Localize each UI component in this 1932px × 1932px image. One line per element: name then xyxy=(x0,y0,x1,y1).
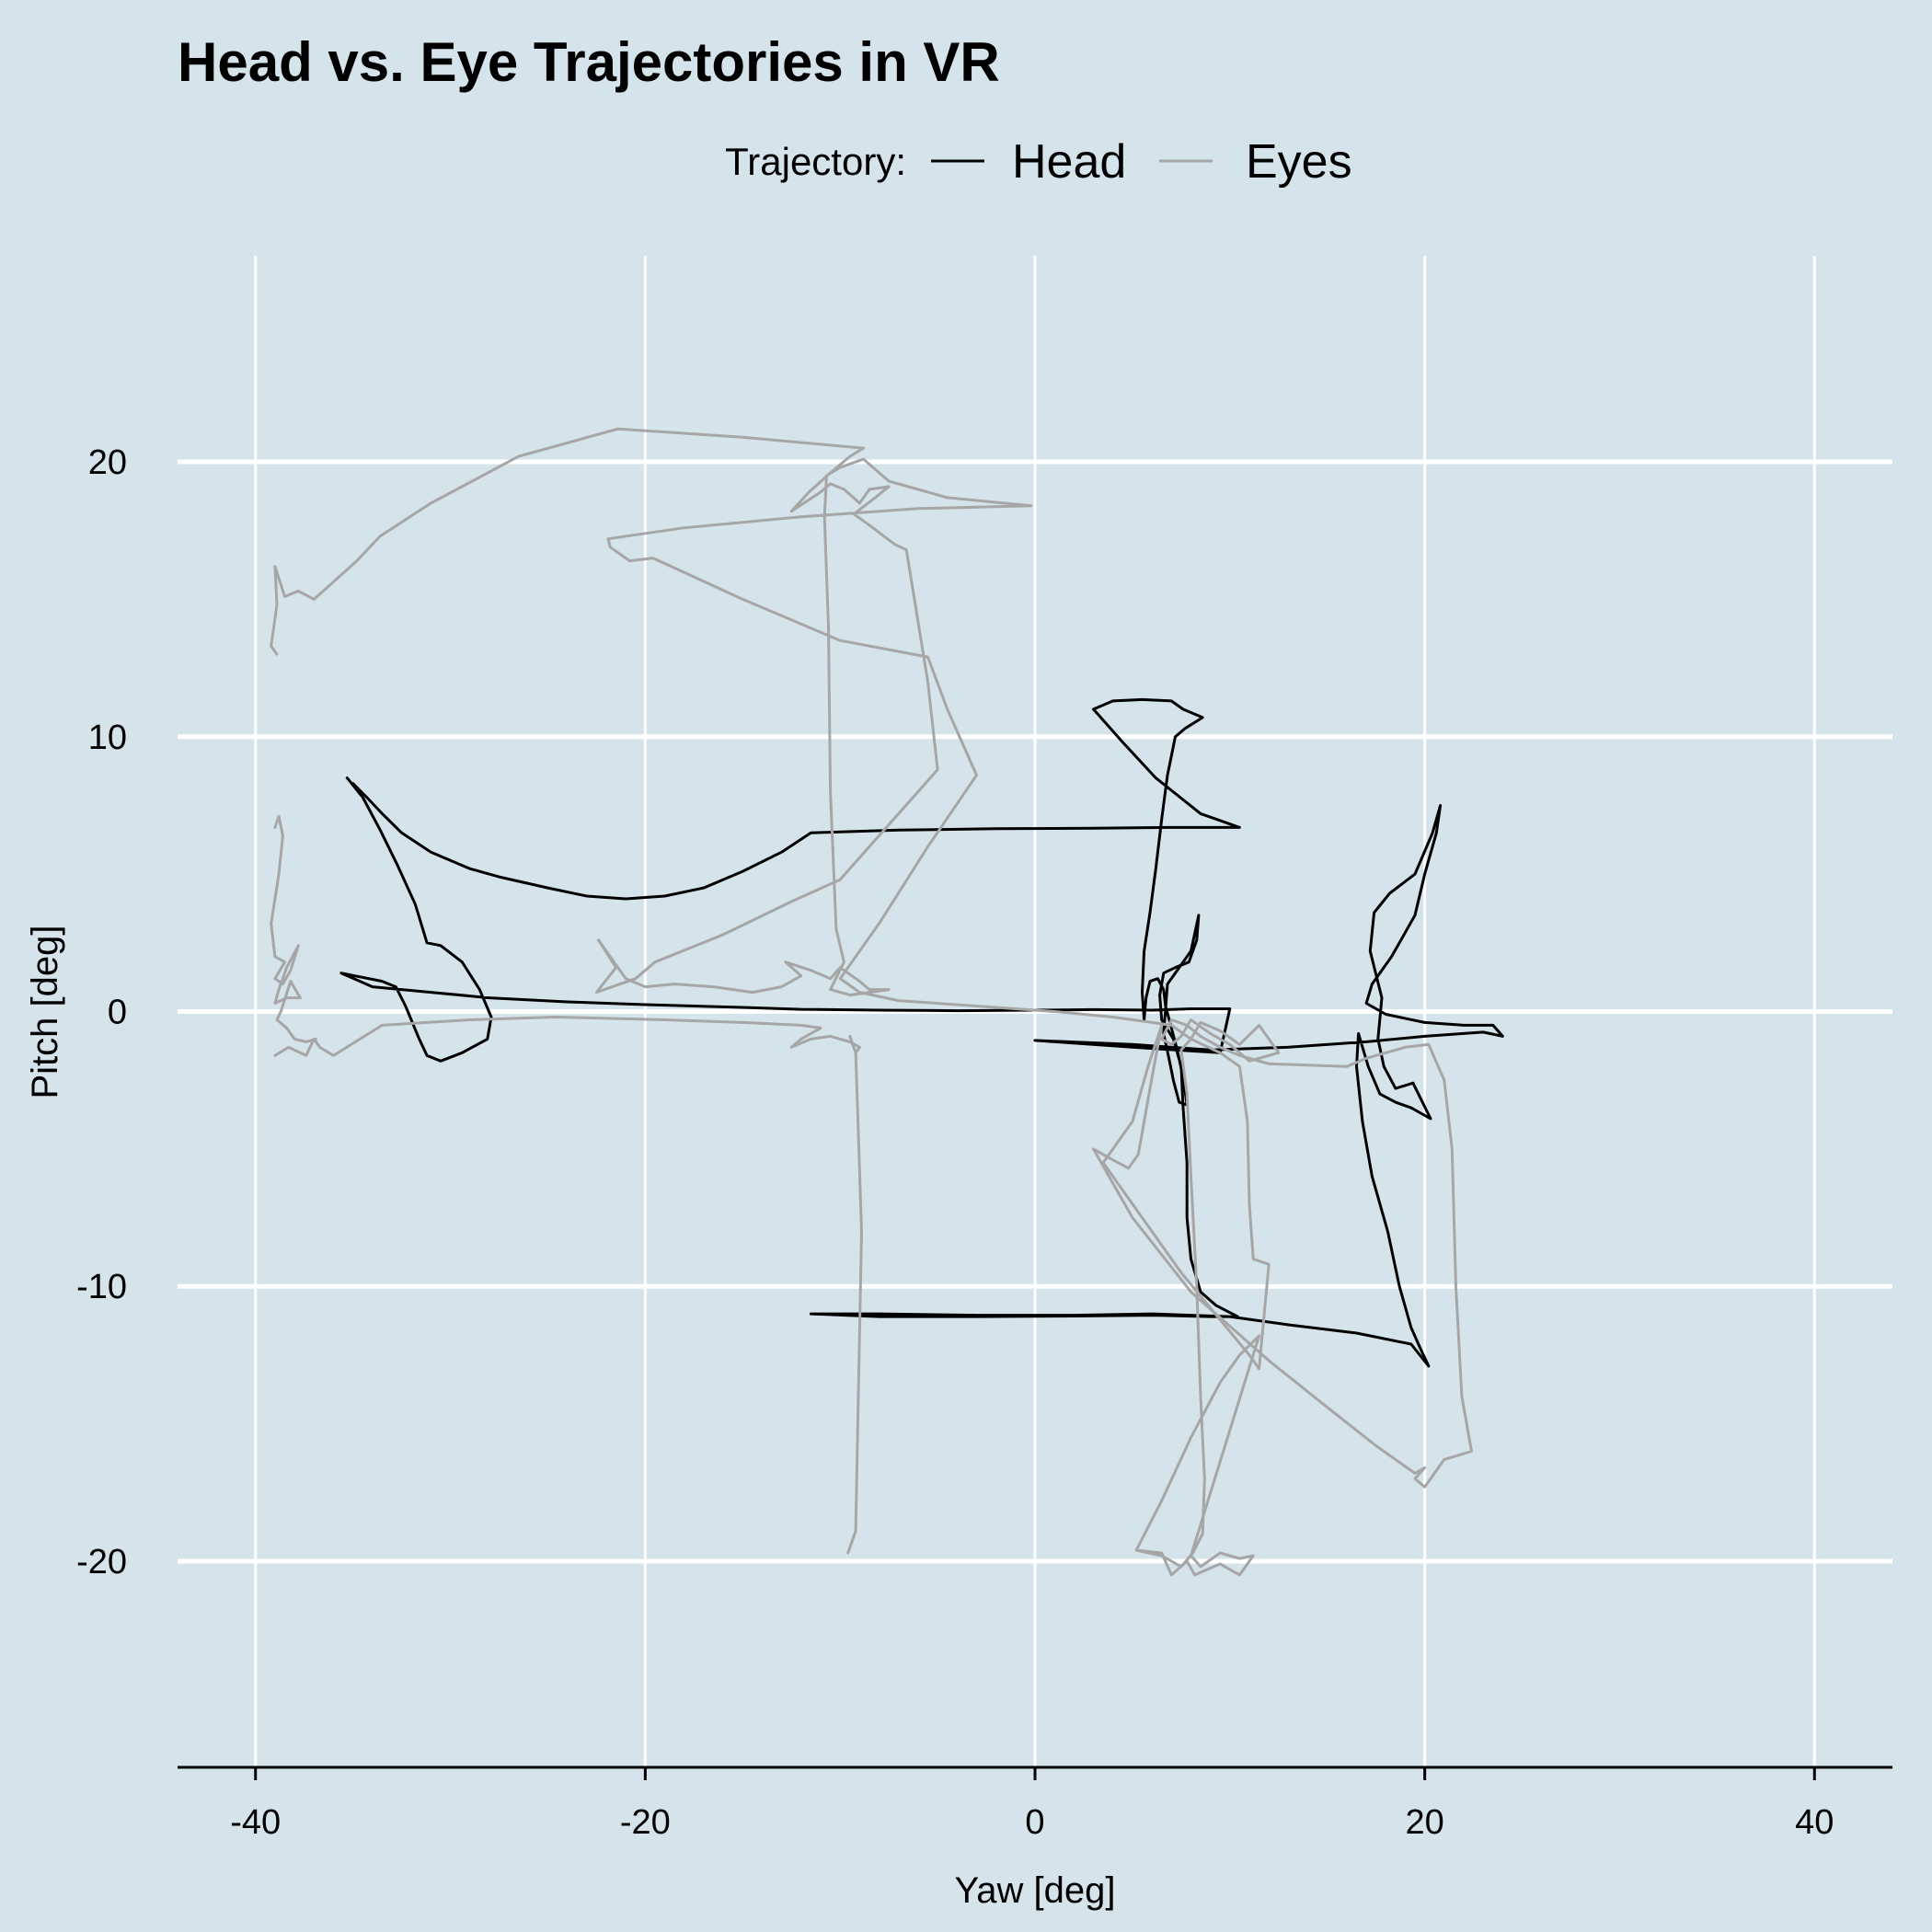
x-tick-label: -20 xyxy=(620,1803,671,1842)
legend-label-eyes: Eyes xyxy=(1246,135,1352,189)
series-line-eyes xyxy=(273,1016,863,1555)
x-tick-label: 0 xyxy=(1025,1803,1044,1842)
chart-title: Head vs. Eye Trajectories in VR xyxy=(178,31,1000,93)
x-tick-label: 40 xyxy=(1795,1803,1834,1842)
y-tick-label: 10 xyxy=(88,719,127,757)
axes: -40 -20 0 20 40 -20 -10 0 10 20 xyxy=(76,443,1892,1842)
legend-title: Trajectory: xyxy=(725,140,906,183)
y-tick-label: 20 xyxy=(88,443,127,482)
x-tick-label: 20 xyxy=(1405,1803,1443,1842)
y-tick-label: -20 xyxy=(76,1543,127,1581)
series-line-eyes xyxy=(270,427,1473,1577)
series-line-head xyxy=(339,697,1504,1368)
x-axis-title: Yaw [deg] xyxy=(955,1870,1116,1911)
series-line-eyes xyxy=(270,814,317,1043)
y-axis-title: Pitch [deg] xyxy=(25,925,65,1098)
legend-label-head: Head xyxy=(1012,135,1126,189)
y-tick-label: -10 xyxy=(76,1268,127,1306)
plot-area xyxy=(270,427,1504,1577)
legend: Trajectory: Head Eyes xyxy=(725,135,1351,189)
y-tick-label: 0 xyxy=(108,994,127,1032)
x-tick-label: -40 xyxy=(230,1803,281,1842)
